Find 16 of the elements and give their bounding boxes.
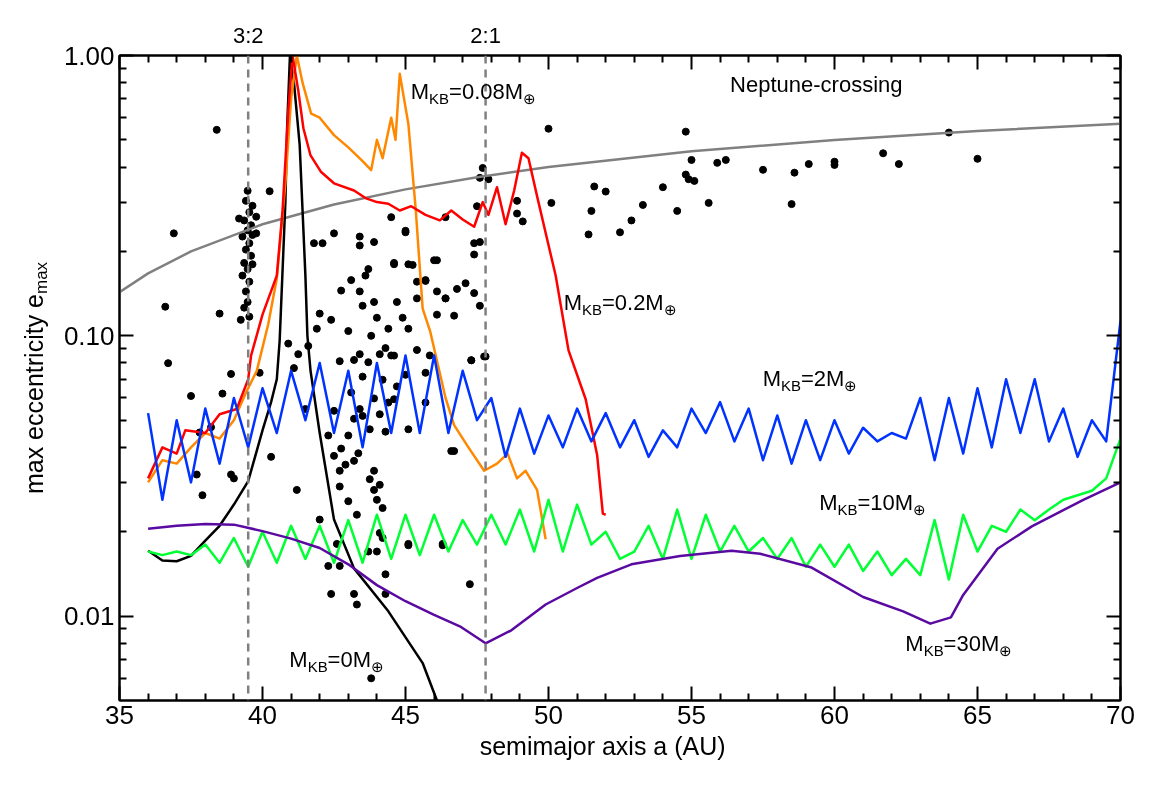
y-tick-label: 1.00 (63, 40, 115, 71)
x-tick-label: 70 (1106, 699, 1135, 730)
y-axis-title: max eccentricity emax (19, 261, 51, 495)
x-tick-label: 35 (105, 699, 134, 730)
x-tick-label: 50 (534, 699, 563, 730)
annotation: 3:2 (232, 22, 264, 48)
annotation: Neptune-crossing (730, 72, 903, 98)
x-tick-label: 60 (820, 699, 849, 730)
x-tick-label: 40 (248, 699, 277, 730)
x-tick-label: 55 (677, 699, 706, 730)
y-tick-label: 0.01 (63, 601, 115, 632)
x-tick-label: 45 (391, 699, 420, 730)
annotation: 2:1 (470, 22, 501, 48)
x-axis-title: semimajor axis a (AU) (479, 731, 726, 760)
y-tick-label: 0.10 (63, 320, 115, 351)
x-tick-label: 65 (963, 699, 992, 730)
